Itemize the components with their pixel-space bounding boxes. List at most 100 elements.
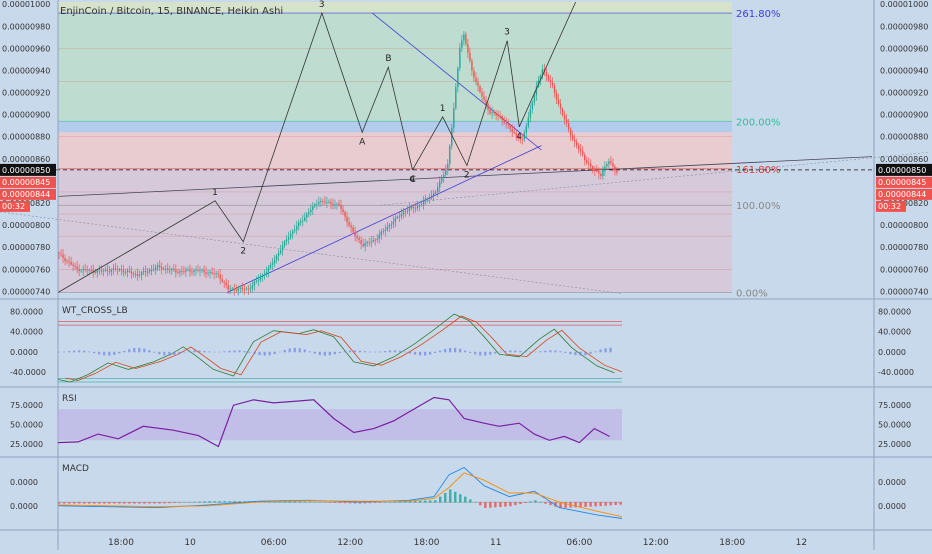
candle: [348, 222, 350, 226]
candle: [72, 264, 74, 266]
candle: [279, 250, 282, 254]
wt-histogram: [323, 351, 326, 356]
candle: [616, 170, 618, 173]
candle: [563, 115, 566, 120]
macd-histogram: [63, 502, 66, 504]
wt-histogram: [233, 350, 236, 353]
macd-histogram: [293, 501, 297, 503]
wt-histogram: [313, 351, 316, 354]
candle: [165, 268, 167, 270]
candle: [328, 201, 330, 203]
candle: [342, 209, 344, 212]
candle: [316, 204, 318, 205]
macd-histogram: [233, 501, 236, 503]
macd-histogram: [238, 501, 241, 503]
candle: [183, 271, 185, 273]
macd-histogram: [288, 501, 292, 503]
macd-histogram: [418, 500, 422, 503]
wt-histogram: [68, 351, 71, 353]
price-tick: 0.00000860: [2, 155, 50, 164]
macd-histogram: [198, 501, 201, 503]
macd-histogram: [584, 502, 587, 507]
candle: [269, 264, 272, 268]
wt-histogram: [514, 350, 517, 353]
candle: [515, 132, 517, 136]
macd-histogram: [173, 502, 176, 503]
candle: [225, 282, 227, 286]
candle: [459, 47, 461, 69]
time-tick: 11: [490, 538, 501, 548]
candle: [308, 212, 310, 214]
candle: [330, 201, 332, 204]
candle: [70, 262, 72, 265]
candle: [283, 241, 286, 246]
wt-histogram: [303, 349, 306, 353]
panel-tick: 80.0000: [10, 308, 43, 317]
wt-histogram: [133, 348, 136, 353]
time-axis[interactable]: 18:00 10 06:00 12:00 18:00 11 06:00 12:00 18:00 1…: [0, 529, 932, 548]
wave-line: [412, 40, 520, 171]
candle: [112, 268, 115, 270]
wt-histogram: [193, 350, 196, 353]
fib-zone: [58, 2, 732, 14]
macd-histogram: [388, 501, 392, 503]
panel-tick: -40.0000: [10, 368, 46, 377]
macd-histogram: [549, 502, 552, 506]
candle: [159, 265, 161, 268]
wt-line: [65, 315, 623, 381]
candle: [434, 192, 437, 194]
candle: [394, 217, 397, 222]
candle: [169, 269, 171, 271]
macd-histogram: [439, 496, 442, 503]
candle: [233, 288, 235, 291]
candle: [501, 116, 503, 121]
candle: [410, 207, 413, 209]
wt-line: [57, 313, 615, 383]
macd-histogram: [428, 500, 432, 503]
candle: [491, 112, 493, 114]
candle: [497, 115, 499, 117]
candle: [392, 221, 395, 225]
time-tick: 06:00: [566, 538, 592, 548]
wt-histogram: [348, 350, 351, 353]
wt-histogram: [318, 351, 321, 356]
candle: [213, 273, 215, 275]
candle: [136, 273, 139, 276]
candle: [533, 95, 536, 103]
candle: [60, 253, 62, 255]
wave-line: [57, 11, 413, 293]
trendline: [380, 151, 931, 206]
candle: [247, 288, 250, 290]
wt-histogram: [298, 348, 301, 353]
candle: [295, 226, 298, 230]
wave-line: [518, 1, 577, 127]
price-marker: [0, 200, 30, 212]
wt-histogram: [93, 351, 96, 354]
candle: [285, 239, 288, 242]
candle: [245, 288, 248, 290]
candle: [364, 243, 366, 247]
candle: [161, 267, 163, 270]
candle: [577, 145, 580, 150]
panel-tick: 25.0000: [10, 440, 43, 449]
candle: [346, 216, 348, 223]
candle: [428, 198, 431, 200]
candle: [575, 141, 578, 146]
wave-label: 1: [212, 188, 218, 198]
wt-histogram: [338, 351, 341, 353]
candle: [436, 187, 439, 193]
wt-histogram: [589, 351, 592, 354]
price-tick: 0.00000960: [2, 44, 50, 53]
candle: [100, 270, 103, 272]
price-marker: [876, 188, 932, 200]
macd-histogram: [78, 502, 81, 504]
candle: [187, 269, 189, 271]
candle: [277, 253, 280, 256]
candle: [547, 75, 550, 81]
wt-histogram: [168, 351, 171, 356]
price-marker-label: 0.00000844: [878, 190, 926, 199]
candle: [86, 269, 88, 271]
price-marker-label: 0.00000844: [2, 190, 50, 199]
